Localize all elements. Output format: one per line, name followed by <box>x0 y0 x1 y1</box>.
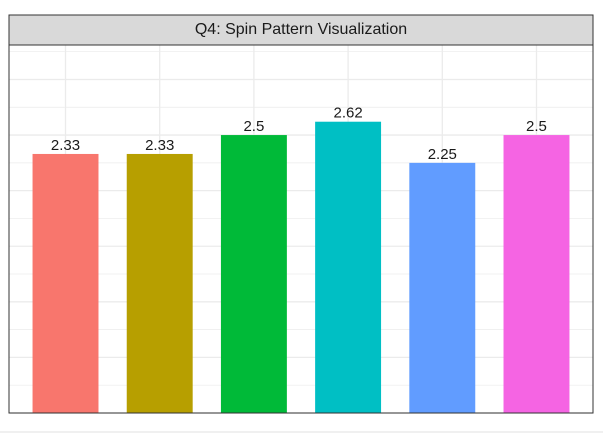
value-label: 2.25 <box>428 146 457 163</box>
bar <box>220 135 287 413</box>
value-label: 2.33 <box>145 137 174 154</box>
chart-title: Q4: Spin Pattern Visualization <box>195 21 407 38</box>
panel-background <box>9 45 593 413</box>
bar <box>409 162 476 413</box>
value-label: 2.5 <box>243 118 264 135</box>
value-label: 2.33 <box>51 137 80 154</box>
bar <box>32 153 99 413</box>
value-label: 2.5 <box>526 118 547 135</box>
bar <box>315 121 382 414</box>
bar <box>503 135 570 413</box>
bar <box>126 153 193 413</box>
strip <box>8 14 594 46</box>
bars: 2.33 2.33 2.5 2.62 2.25 2.5 <box>32 105 570 414</box>
value-label: 2.62 <box>333 105 362 122</box>
